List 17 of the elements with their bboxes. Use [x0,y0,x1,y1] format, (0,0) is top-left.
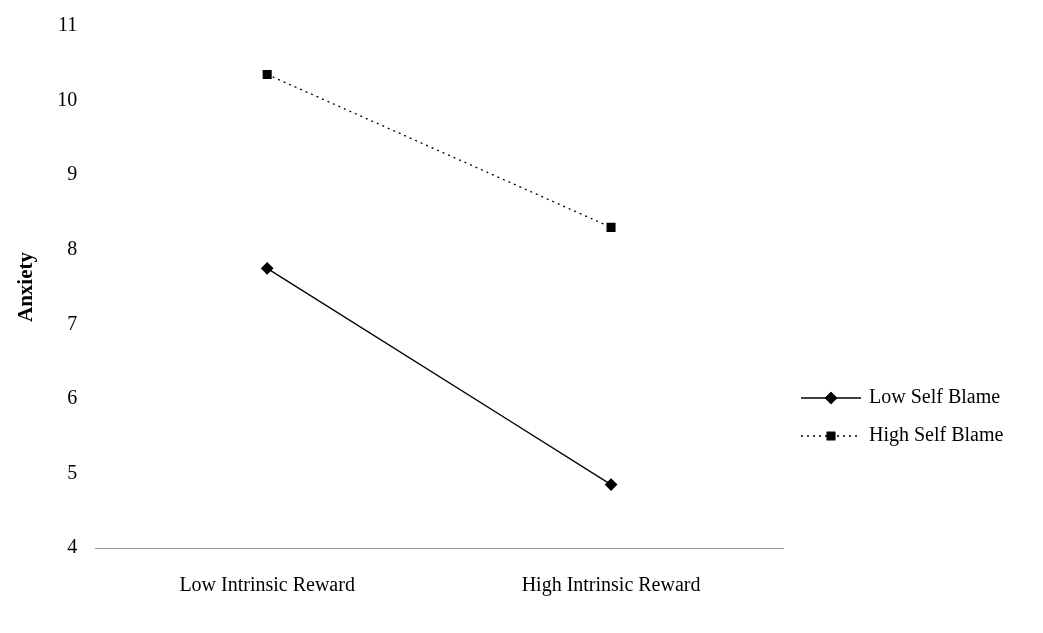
y-tick-label: 4 [67,535,78,558]
y-tick-label: 6 [67,386,78,409]
y-axis-title: Anxiety [13,251,38,322]
x-tick-label: Low Intrinsic Reward [179,573,355,596]
x-tick-label: High Intrinsic Reward [521,573,701,597]
legend-label: High Self Blame [869,423,1004,447]
point [606,222,616,232]
y-tick-label: 10 [57,87,78,110]
point [604,478,618,491]
y-tick-label: 8 [67,236,78,259]
y-tick-label: 7 [67,311,78,334]
y-tick-label: 11 [57,13,78,36]
point [262,69,272,80]
legend-label: Low Self Blame [869,385,1001,408]
point [261,262,274,275]
y-tick-label: 9 [67,162,78,185]
y-tick-label: 5 [67,460,78,483]
